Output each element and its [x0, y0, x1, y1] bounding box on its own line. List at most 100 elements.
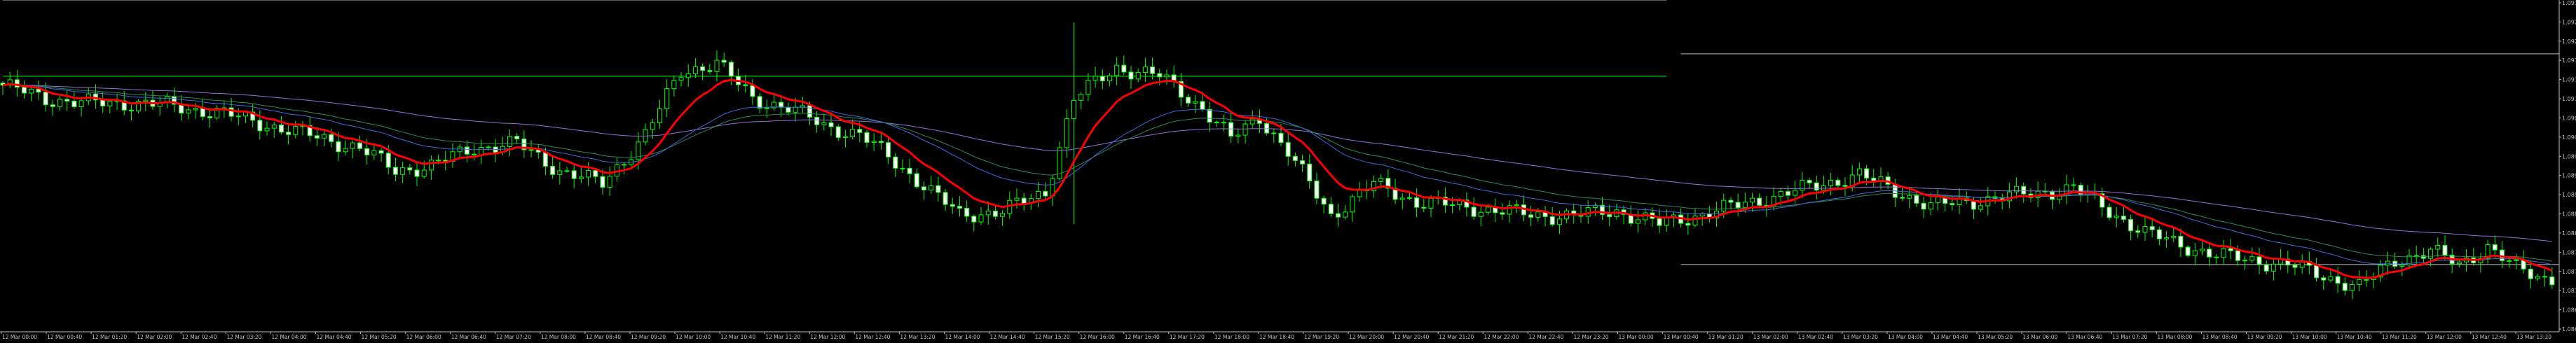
candle-body-bear — [1150, 66, 1156, 74]
candle — [2413, 245, 2419, 265]
candle-body-bull — [1235, 134, 1241, 137]
candle-body-bear — [1128, 71, 1134, 80]
candle-body-bear — [1921, 202, 1926, 210]
candle — [900, 159, 905, 173]
candle — [1078, 92, 1084, 110]
candle-body-bear — [571, 170, 577, 179]
candle-body-bear — [2128, 219, 2134, 232]
candle-body-bear — [257, 120, 263, 132]
candle-body-bear — [542, 151, 548, 167]
candle — [457, 144, 463, 160]
candle-body-bear — [521, 138, 527, 150]
candle-body-bull — [428, 160, 434, 171]
candle — [1328, 197, 1334, 218]
candle-body-bull — [1535, 211, 1541, 218]
candle — [893, 153, 898, 177]
candle-body-bear — [1328, 204, 1334, 214]
x-tick-label: 13 Mar 08:00 — [2157, 334, 2192, 340]
candle — [1350, 194, 1355, 222]
candle-body-bull — [714, 59, 720, 72]
candle-body-bull — [664, 88, 670, 109]
candle-body-bull — [1378, 178, 1384, 182]
candle — [1600, 197, 1605, 220]
candle-body-bear — [1099, 76, 1105, 82]
candle — [250, 104, 256, 127]
candle — [2121, 206, 2126, 223]
candle — [264, 121, 270, 136]
x-tick-label: 13 Mar 10:40 — [2337, 334, 2372, 340]
candle — [607, 166, 612, 196]
candle — [2535, 274, 2540, 281]
candle — [1750, 192, 1755, 212]
candle — [2071, 177, 2076, 192]
candle-body-bear — [64, 99, 70, 102]
candle — [307, 116, 313, 142]
candle — [1242, 120, 1248, 144]
candle-body-bear — [1471, 206, 1477, 217]
y-tick-label: 1.08705 — [2562, 288, 2576, 294]
candle — [922, 181, 927, 200]
candle-body-bull — [1907, 195, 1912, 199]
x-tick-label: 12 Mar 20:40 — [1394, 334, 1429, 340]
y-tick-label: 1.08625 — [2562, 326, 2576, 332]
candle — [936, 176, 941, 202]
candle — [1057, 141, 1062, 181]
candle-body-bull — [578, 176, 584, 179]
x-tick-label: 12 Mar 05:20 — [362, 334, 397, 340]
candle-body-bear — [721, 59, 727, 63]
candle-body-bear — [2364, 279, 2369, 281]
candle-body-bear — [278, 124, 284, 133]
candle — [186, 105, 191, 120]
level-lines — [3, 0, 2559, 265]
x-tick-label: 13 Mar 12:40 — [2472, 334, 2507, 340]
x-tick-label: 13 Mar 00:00 — [1619, 334, 1654, 340]
candle-body-bear — [600, 176, 605, 188]
candle — [1178, 72, 1184, 106]
candle — [50, 99, 55, 116]
candle-body-bear — [1178, 80, 1184, 98]
candle — [1907, 186, 1912, 209]
x-tick-label: 12 Mar 16:40 — [1125, 334, 1160, 340]
candle — [914, 169, 919, 189]
candle — [1085, 73, 1091, 102]
candle — [835, 124, 841, 141]
candle-body-bull — [2192, 250, 2198, 256]
candle-body-bull — [1000, 213, 1006, 217]
candle-body-bear — [2099, 193, 2105, 208]
candle — [2542, 269, 2548, 287]
x-tick-label: 13 Mar 06:00 — [2022, 334, 2057, 340]
candle — [764, 99, 769, 118]
candle — [350, 140, 355, 159]
candle-body-bear — [786, 106, 791, 113]
candle-body-bull — [2164, 237, 2170, 239]
candle-body-bull — [2249, 256, 2255, 261]
candle — [1807, 177, 1812, 189]
candle — [743, 74, 748, 93]
x-tick-label: 12 Mar 15:20 — [1035, 334, 1070, 340]
candle — [357, 135, 362, 152]
candle — [1193, 94, 1198, 113]
candle-body-bear — [550, 166, 556, 175]
y-tick-label: 1.09265 — [2562, 19, 2576, 25]
x-tick-label: 13 Mar 07:20 — [2112, 334, 2147, 340]
candle-body-bull — [1556, 218, 1562, 225]
candle-body-bull — [1107, 75, 1112, 82]
x-tick-label: 12 Mar 23:20 — [1573, 334, 1608, 340]
candle-body-bear — [2235, 250, 2240, 261]
candle-body-bear — [514, 136, 520, 139]
candle — [1835, 177, 1841, 188]
candle-body-bull — [136, 101, 142, 111]
candle — [2142, 216, 2148, 241]
candle — [2149, 218, 2155, 238]
candle — [2342, 277, 2348, 295]
candle — [1036, 182, 1041, 208]
candle — [678, 72, 684, 87]
candle-body-bear — [1871, 177, 1877, 181]
candle-body-bear — [2178, 236, 2184, 248]
candle-body-bear — [36, 88, 41, 93]
candle-body-bear — [950, 204, 955, 207]
candle-body-bull — [1514, 204, 1519, 206]
